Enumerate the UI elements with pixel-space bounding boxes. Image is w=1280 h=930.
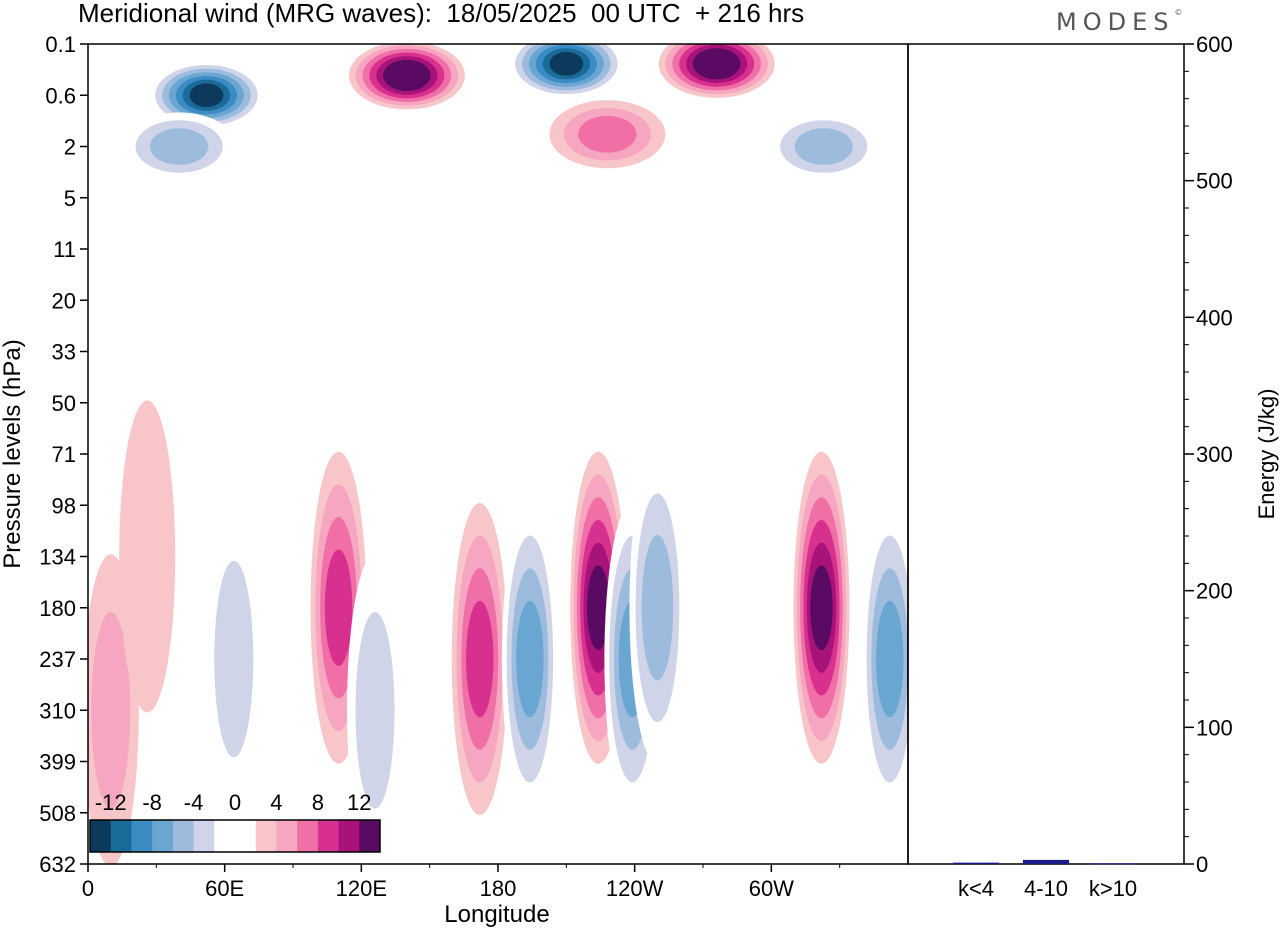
energy-axis: 0 100 200 300 400 500 600 [1184,32,1233,877]
colorbar-label: 12 [347,790,371,815]
colorbar-label: 4 [270,790,282,815]
contour-blob-8-level-3 [516,600,544,718]
chart-title: Meridional wind (MRG waves): 18/05/2025 … [78,0,805,28]
contour-blob-11-level-2 [641,535,674,681]
contour-blob-14-level-3 [324,549,353,666]
longitude-axis: 0 60E 120E 180 120W 60W [82,864,841,901]
contour-blob-17-level-0 [119,400,176,713]
x-tick-label: 60E [205,876,244,901]
energy-category-label: 4-10 [1024,876,1068,901]
contour-blob-0-level-6 [189,83,224,108]
energy-tick-label: 0 [1196,852,1208,877]
colorbar-swatch [110,820,132,852]
y-tick-label: 0.1 [45,32,76,57]
contour-blob-7-level-3 [466,600,494,718]
colorbar-swatch [297,820,319,852]
colorbar-swatch [152,820,174,852]
colorbar-label: -4 [184,790,204,815]
contour-blob-16-level-1 [91,611,131,809]
y-tick-label: 237 [39,647,76,672]
logo-text: MODES [1056,8,1175,36]
y-tick-label: 632 [39,852,76,877]
contour-field [88,44,908,864]
colorbar-swatch [193,820,215,852]
energy-bar-k<4 [953,862,999,864]
energy-panel-frame [907,43,1185,865]
y-tick-label: 98 [52,493,76,518]
y-tick-label: 399 [39,750,76,775]
y-tick-label: 20 [52,288,76,313]
colorbar-swatch [276,820,298,852]
energy-bar-k>10 [1090,863,1136,865]
colorbar-swatch [235,820,257,852]
modes-logo: MODES© [1056,8,1182,36]
x-tick-label: 60W [749,876,794,901]
y-tick-label: 33 [52,340,76,365]
x-tick-label: 0 [82,876,94,901]
contour-blob-5-level-2 [150,128,209,165]
energy-axis-label: Energy (J/kg) [1254,389,1279,520]
y-tick-label: 508 [39,801,76,826]
contour-blob-1-level-6 [389,63,424,88]
contour-blob-3-level-6 [699,51,734,76]
colorbar-swatch [255,820,277,852]
energy-bars: k<4 4-10 k>10 [953,859,1137,901]
y-axis-label: Pressure levels (hPa) [0,339,26,568]
colorbar-label: 8 [312,790,324,815]
y-tick-label: 11 [53,237,76,262]
colorbar-frame [89,819,381,853]
colorbar-label: 0 [229,790,241,815]
contour-blob-2-level-6 [549,51,584,76]
energy-tick-label: 400 [1196,305,1233,330]
energy-tick-label: 600 [1196,32,1233,57]
x-tick-label: 180 [480,876,517,901]
energy-bar-4-10 [1023,859,1069,864]
pressure-axis: 0.1 0.6 2 5 11 20 33 50 71 98 134 180 237 310 399 508 63… [39,32,88,877]
contour-blob-13-level-3 [876,600,904,718]
contour-blob-18-level-1 [214,560,254,758]
y-tick-label: 5 [64,186,76,211]
colorbar-swatch [172,820,195,852]
energy-tick-label: 200 [1196,579,1233,604]
x-tick-label: 120W [606,876,664,901]
energy-category-label: k>10 [1089,876,1137,901]
x-tick-label: 120E [336,876,387,901]
contour-blob-6-level-2 [794,128,853,165]
colorbar-label: -8 [142,790,162,815]
logo-mark: © [1174,8,1183,17]
colorbar-swatch [317,820,340,852]
y-tick-label: 2 [64,135,76,160]
y-tick-label: 50 [52,391,76,416]
colorbar-swatch [131,820,153,852]
energy-tick-label: 500 [1196,169,1233,194]
contour-blob-12-level-5 [810,565,833,651]
energy-tick-label: 300 [1196,442,1233,467]
y-tick-label: 71 [52,442,76,467]
energy-category-label: k<4 [958,876,994,901]
energy-tick-label: 100 [1196,715,1233,740]
contour-blob-15-level-1 [355,611,395,809]
colorbar: -12 -8 -4 0 4 8 12 [89,790,381,853]
x-axis-label: Longitude [444,901,549,928]
colorbar-swatch [359,820,381,852]
colorbar-swatch [214,820,236,852]
colorbar-swatch [90,820,112,852]
contour-blob-9-level-5 [586,565,610,651]
colorbar-swatch [338,820,360,852]
y-tick-label: 180 [39,596,76,621]
contour-blob-4-level-2 [578,115,637,153]
y-tick-label: 134 [39,545,76,570]
colorbar-label: -12 [95,790,127,815]
y-tick-label: 310 [39,698,76,723]
y-tick-label: 0.6 [45,83,76,108]
